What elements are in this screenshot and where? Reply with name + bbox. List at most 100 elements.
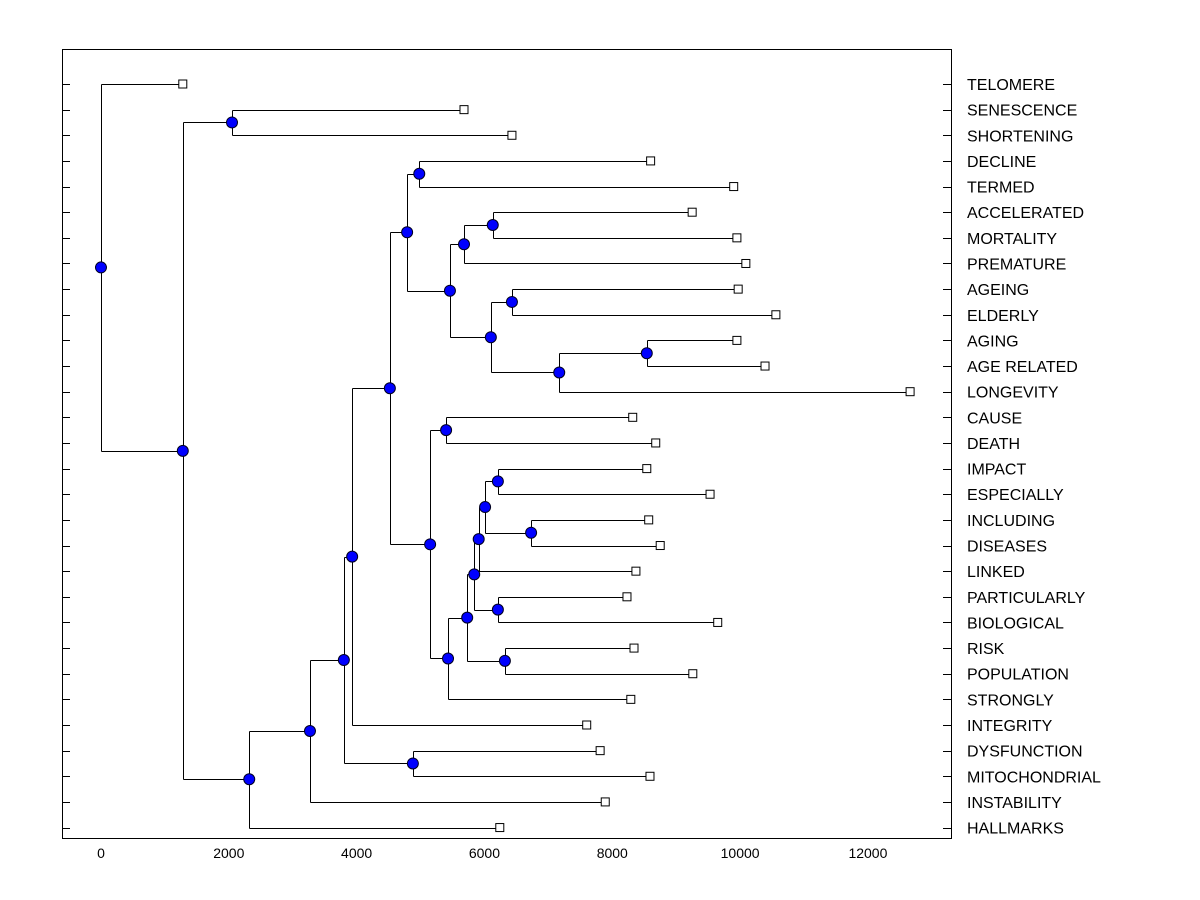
leaf-marker <box>645 771 655 781</box>
leaf-marker <box>771 310 781 320</box>
merge-node <box>461 611 474 624</box>
leaf-marker <box>507 130 517 140</box>
leaf-label: LINKED <box>967 564 1025 581</box>
leaf-marker <box>459 105 469 115</box>
merge-node <box>243 773 256 786</box>
leaf-marker <box>631 566 641 576</box>
leaf-marker <box>622 592 632 602</box>
merge-node <box>413 167 426 180</box>
leaf-label: PREMATURE <box>967 256 1066 273</box>
leaf-label: ACCELERATED <box>967 205 1084 222</box>
leaf-marker <box>760 361 770 371</box>
leaf-marker <box>741 258 751 268</box>
leaf-label: CAUSE <box>967 410 1022 427</box>
merge-node <box>406 757 419 770</box>
leaf-label: RISK <box>967 641 1005 658</box>
leaf-marker <box>600 797 610 807</box>
leaf-marker <box>732 233 742 243</box>
x-tick-label: 2000 <box>213 845 244 861</box>
leaf-label: ELDERLY <box>967 308 1039 325</box>
merge-node <box>498 654 511 667</box>
leaf-marker <box>626 694 636 704</box>
leaf-label: ESPECIALLY <box>967 487 1064 504</box>
merge-node <box>484 331 497 344</box>
leaf-marker <box>732 335 742 345</box>
leaf-label: STRONGLY <box>967 692 1054 709</box>
leaf-label: DISEASES <box>967 539 1047 556</box>
leaf-label: MITOCHONDRIAL <box>967 769 1101 786</box>
x-tick-label: 10000 <box>721 845 760 861</box>
leaf-marker <box>628 412 638 422</box>
leaf-marker <box>582 720 592 730</box>
leaf-labels: TELOMERE SENESCENCE SHORTENING DECLINE TERME… <box>967 77 1101 838</box>
axis-ticks: 0 2000 4000 6000 8000 10000 12000 <box>62 84 951 861</box>
leaf-marker <box>655 541 665 551</box>
leaf-marker <box>642 464 652 474</box>
merge-node <box>440 424 453 437</box>
leaf-label: TELOMERE <box>967 77 1055 94</box>
leaf-marker <box>905 387 915 397</box>
merge-node <box>94 261 107 274</box>
leaf-label: DYSFUNCTION <box>967 744 1083 761</box>
merge-node <box>472 533 485 546</box>
leaf-marker <box>687 207 697 217</box>
leaf-marker <box>688 669 698 679</box>
leaf-marker <box>595 746 605 756</box>
leaf-marker <box>733 284 743 294</box>
leaf-label: DEATH <box>967 436 1020 453</box>
merge-node <box>401 226 414 239</box>
leaf-marker <box>644 515 654 525</box>
leaf-marker <box>729 182 739 192</box>
merge-node <box>486 219 499 232</box>
tree-links <box>101 84 911 829</box>
merge-node <box>226 116 239 129</box>
merge-node <box>442 652 455 665</box>
x-tick-label: 4000 <box>341 845 372 861</box>
merge-node <box>468 568 481 581</box>
leaf-label: AGE RELATED <box>967 359 1078 376</box>
x-tick-label: 12000 <box>848 845 887 861</box>
leaf-label: IMPACT <box>967 462 1026 479</box>
leaf-marker <box>705 489 715 499</box>
merge-node <box>640 347 653 360</box>
leaf-label: PARTICULARLY <box>967 590 1086 607</box>
x-tick-label: 0 <box>97 845 105 861</box>
leaf-marker <box>651 438 661 448</box>
merge-node <box>303 724 316 737</box>
leaf-label: INSTABILITY <box>967 795 1062 812</box>
leaf-label: TERMED <box>967 180 1035 197</box>
merge-node <box>424 538 437 551</box>
leaf-marker <box>646 156 656 166</box>
leaf-marker <box>629 643 639 653</box>
leaf-label: INTEGRITY <box>967 718 1053 735</box>
tree-nodes <box>94 79 915 833</box>
leaf-label: MORTALITY <box>967 231 1057 248</box>
leaf-label: POPULATION <box>967 667 1069 684</box>
merge-node <box>346 550 359 563</box>
leaf-label: LONGEVITY <box>967 385 1059 402</box>
x-tick-label: 8000 <box>597 845 628 861</box>
merge-node <box>491 603 504 616</box>
leaf-marker <box>495 823 505 833</box>
merge-node <box>479 501 492 514</box>
merge-node <box>491 475 504 488</box>
merge-node <box>505 295 518 308</box>
leaf-label: AGING <box>967 333 1019 350</box>
merge-node <box>176 444 189 457</box>
merge-node <box>337 654 350 667</box>
merge-node <box>553 366 566 379</box>
leaf-label: INCLUDING <box>967 513 1055 530</box>
leaf-label: DECLINE <box>967 154 1036 171</box>
leaf-marker <box>713 617 723 627</box>
leaf-marker <box>178 79 188 89</box>
x-tick-label: 6000 <box>469 845 500 861</box>
merge-node <box>443 284 456 297</box>
leaf-label: HALLMARKS <box>967 821 1064 838</box>
merge-node <box>457 238 470 251</box>
merge-node <box>525 526 538 539</box>
leaf-label: SHORTENING <box>967 128 1073 145</box>
merge-node <box>383 382 396 395</box>
leaf-label: AGEING <box>967 282 1029 299</box>
leaf-label: BIOLOGICAL <box>967 615 1064 632</box>
